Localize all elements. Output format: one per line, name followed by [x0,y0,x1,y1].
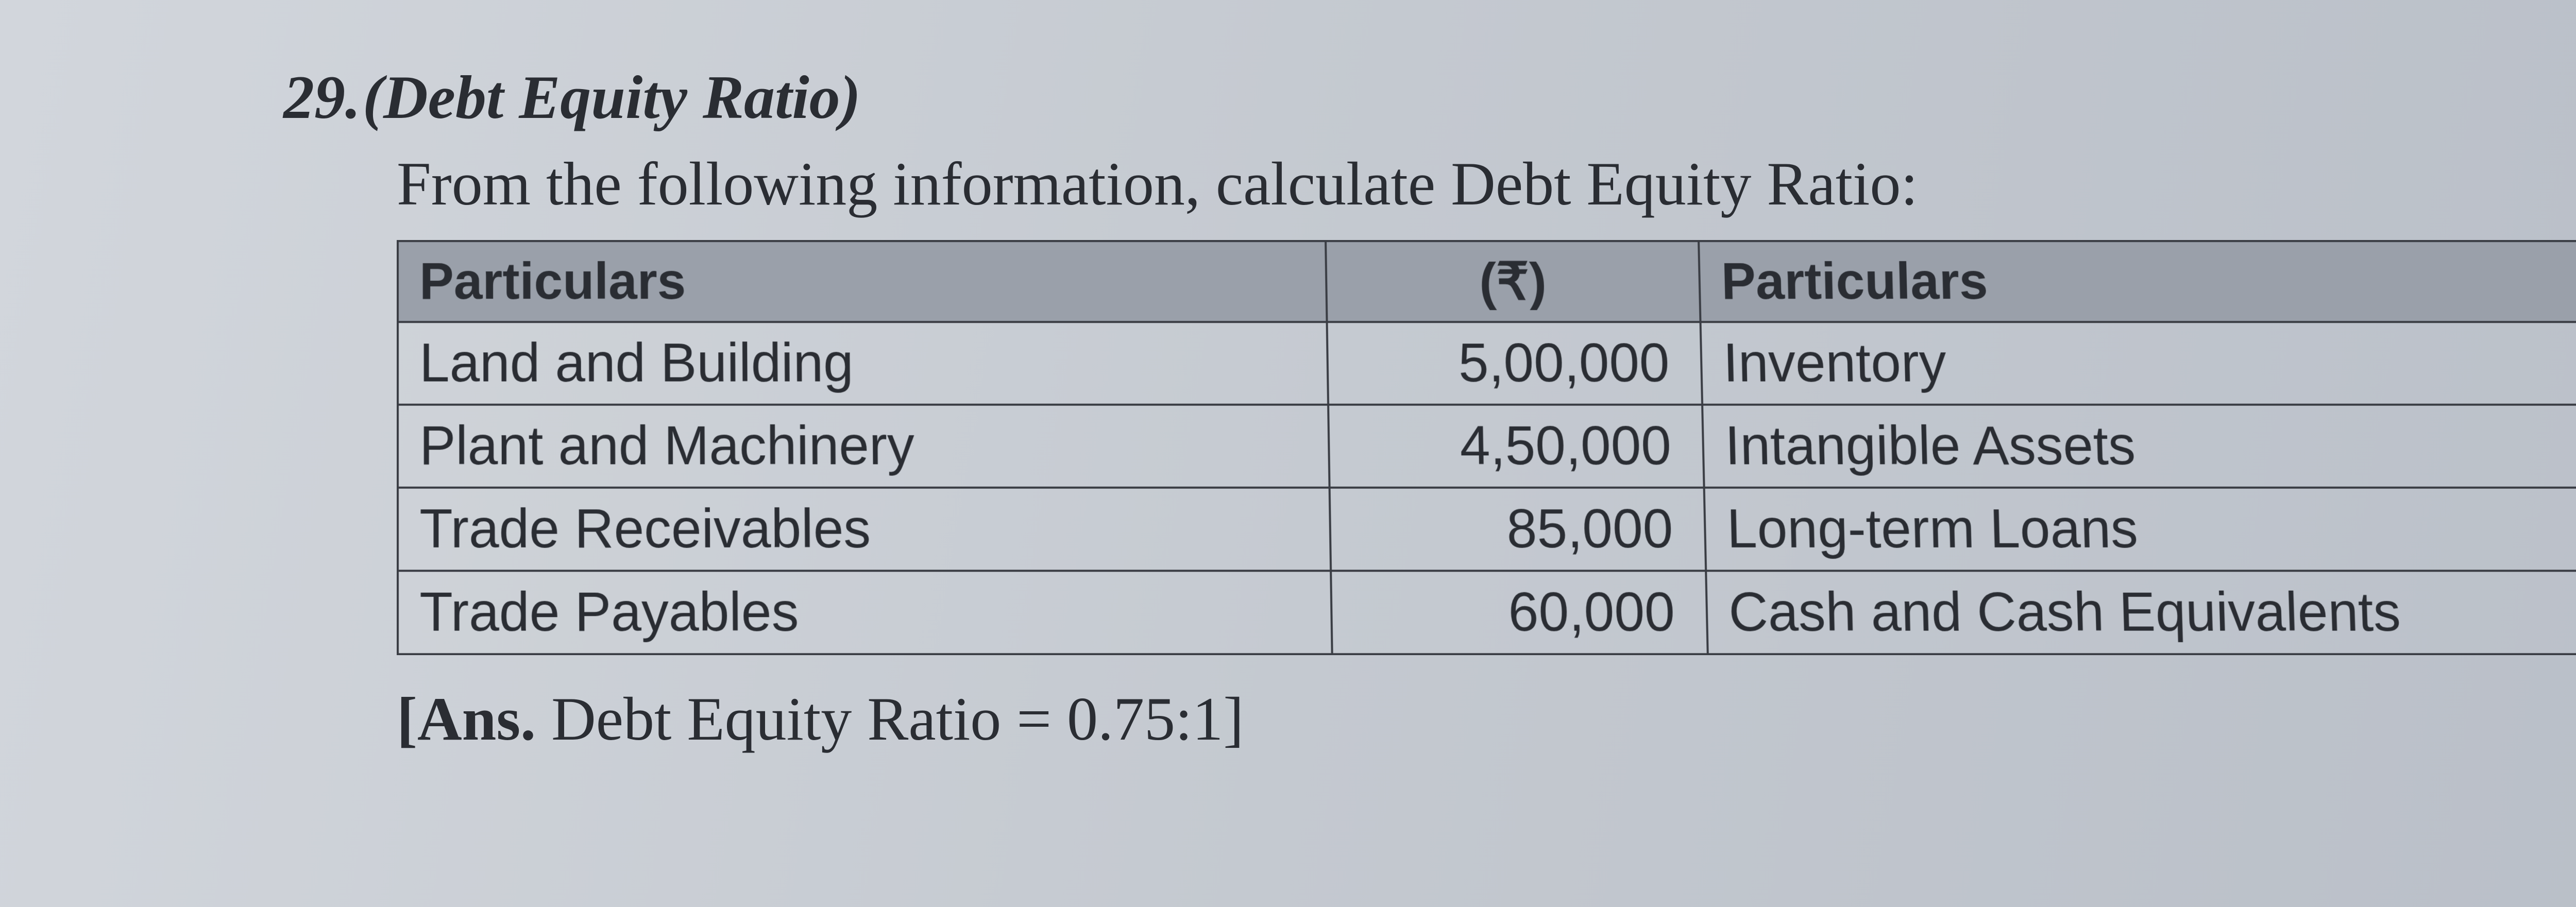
page: 29. (Debt Equity Ratio) From the followi… [0,0,2576,907]
cell-right-label: Intangible Assets [1702,405,2576,488]
answer-line: [Ans. Debt Equity Ratio = 0.75:1] [397,683,2576,755]
data-table: Particulars (₹) Particulars (₹) Land and… [397,240,2576,655]
table-row: Trade Payables 60,000 Cash and Cash Equi… [398,571,2576,654]
cell-left-label: Trade Receivables [398,488,1331,571]
question-number: 29. [283,63,361,131]
cell-left-label: Land and Building [398,322,1328,405]
question-heading: 29. (Debt Equity Ratio) [283,62,2576,133]
cell-left-label: Plant and Machinery [398,405,1329,488]
question-instruction: From the following information, calculat… [397,148,2576,219]
cell-left-label: Trade Payables [398,571,1332,654]
header-particulars-right: Particulars [1699,241,2576,322]
table-row: Land and Building 5,00,000 Inventory 2,2… [398,322,2576,405]
cell-left-amount: 4,50,000 [1328,405,1704,488]
question-title: (Debt Equity Ratio) [363,63,861,131]
header-particulars-left: Particulars [398,241,1327,322]
table-row: Plant and Machinery 4,50,000 Intangible … [398,405,2576,488]
cell-right-label: Cash and Cash Equivalents [1706,571,2576,654]
data-table-wrap: Particulars (₹) Particulars (₹) Land and… [397,240,2576,655]
cell-right-label: Inventory [1701,322,2576,405]
cell-left-amount: 85,000 [1329,488,1706,571]
cell-left-amount: 60,000 [1331,571,1708,654]
table-header-row: Particulars (₹) Particulars (₹) [398,241,2576,322]
table-row: Trade Receivables 85,000 Long-term Loans… [398,488,2576,571]
cell-right-label: Long-term Loans [1704,488,2576,571]
answer-prefix: [Ans. [397,684,536,753]
answer-text: Debt Equity Ratio = 0.75:1] [551,684,1244,753]
header-amount-left: (₹) [1326,241,1701,322]
cell-left-amount: 5,00,000 [1327,322,1702,405]
